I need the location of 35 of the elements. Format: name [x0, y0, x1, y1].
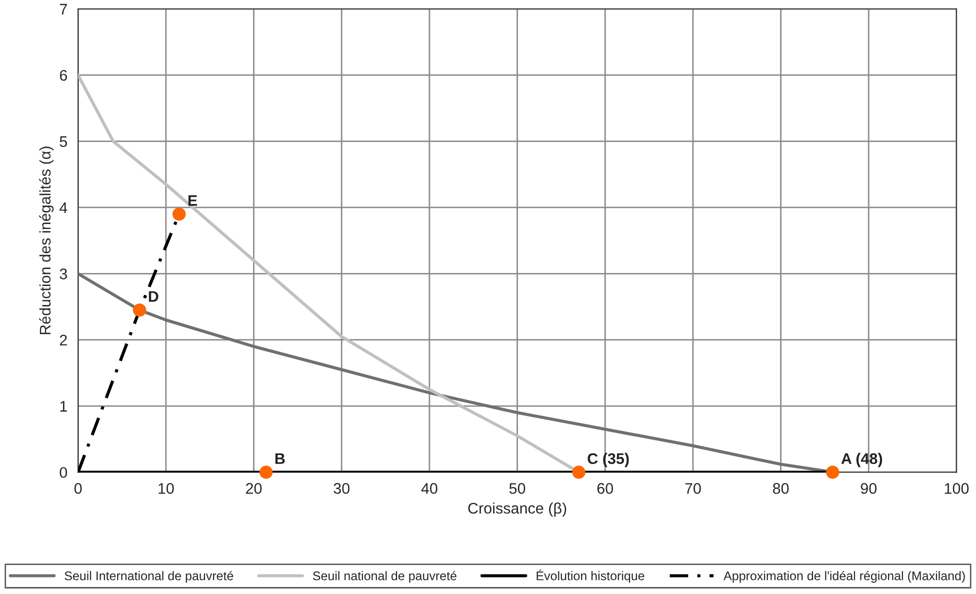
- annotation: A (48): [841, 452, 882, 468]
- y-tick-label: 4: [60, 202, 68, 214]
- x-tick-label: 80: [772, 483, 789, 494]
- x-tick-label: 0: [74, 483, 82, 494]
- x-tick-label: 50: [509, 483, 526, 494]
- point: [572, 466, 586, 479]
- annotation: C (35): [588, 452, 629, 468]
- point: [132, 303, 146, 317]
- y-tick-label: 3: [60, 268, 67, 280]
- x-tick-label: 100: [944, 483, 969, 494]
- legend-label: Évolution historique: [536, 569, 644, 583]
- x-tick-label: 10: [158, 483, 174, 494]
- x-tick-label: 40: [421, 483, 438, 494]
- y-tick-label: 1: [60, 401, 67, 412]
- annotation: D: [148, 291, 158, 302]
- legend-label: Seuil International de pauvreté: [64, 570, 234, 583]
- y-axis-title: Réduction des inégalités (α): [39, 146, 54, 334]
- legend-label: Approximation de l'idéal régional (Maxiland): [724, 570, 965, 583]
- point: [172, 208, 186, 221]
- x-tick-label: 90: [860, 483, 877, 494]
- y-tick-label: 5: [60, 136, 68, 147]
- y-tick-label: 0: [60, 467, 68, 478]
- y-tick-label: 6: [60, 70, 67, 81]
- x-tick-label: 70: [685, 483, 701, 494]
- annotation: E: [188, 195, 198, 206]
- point: [259, 466, 273, 479]
- x-tick-label: 60: [597, 483, 614, 494]
- point: [826, 466, 840, 479]
- x-tick-label: 20: [246, 483, 262, 494]
- y-tick-label: 7: [60, 4, 67, 14]
- annotation: B: [275, 453, 285, 464]
- legend-label: Seuil national de pauvreté: [312, 570, 456, 583]
- y-tick-label: 2: [60, 334, 67, 346]
- x-axis-title: Croissance (β): [468, 502, 566, 517]
- x-tick-label: 30: [334, 483, 350, 494]
